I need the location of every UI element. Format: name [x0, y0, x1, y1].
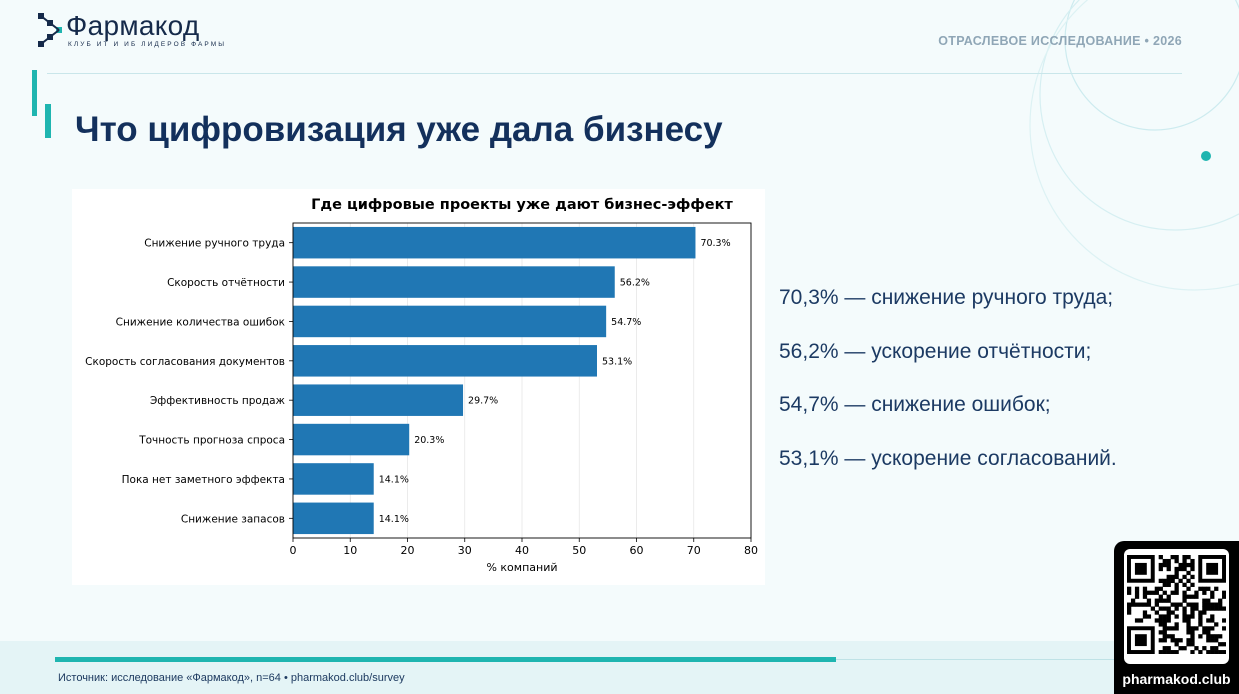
data-label: 20.3% [414, 435, 444, 446]
y-tick-label: Снижение запасов [181, 513, 285, 525]
data-label: 54.7% [611, 317, 641, 328]
x-tick-label: 80 [744, 544, 758, 557]
highlights-list: 70,3% — снижение ручного труда; 56,2% — … [779, 286, 1179, 500]
y-tick-label: Скорость отчётности [167, 277, 285, 289]
y-tick-label: Скорость согласования документов [85, 356, 285, 368]
brand-tagline: КЛУБ ИТ И ИБ ЛИДЕРОВ ФАРМЫ [68, 41, 227, 48]
bar [293, 266, 615, 298]
qr-code-icon [1127, 555, 1226, 654]
header-label: ОТРАСЛЕВОЕ ИССЛЕДОВАНИЕ • 2026 [938, 34, 1182, 48]
bar [293, 502, 374, 535]
brand-name: Фармакод [66, 10, 200, 41]
title-accent-bar [32, 70, 37, 116]
logo-mark-icon [38, 13, 62, 47]
highlight-item: 70,3% — снижение ручного труда; [779, 286, 1114, 309]
data-label: 14.1% [379, 474, 409, 485]
source-note: Источник: исследование «Фармакод», n=64 … [58, 672, 405, 684]
bar-chart: Где цифровые проекты уже дают бизнес-эфф… [85, 197, 758, 574]
accent-dot [1201, 151, 1211, 161]
x-tick-label: 50 [572, 544, 586, 557]
page-title: Что цифровизация уже дала бизнесу [75, 110, 723, 149]
highlight-item: 56,2% — ускорение отчётности; [779, 339, 1092, 363]
data-label: 56.2% [620, 278, 650, 289]
y-tick-label: Пока нет заметного эффекта [122, 474, 285, 486]
bar [293, 305, 607, 338]
header-divider [47, 73, 1182, 74]
footer-accent-bar [55, 657, 836, 662]
data-label: 70.3% [700, 238, 730, 249]
x-tick-label: 20 [401, 544, 415, 557]
data-label: 29.7% [468, 396, 498, 407]
y-tick-label: Снижение ручного труда [144, 238, 285, 250]
data-label: 14.1% [379, 514, 409, 525]
y-tick-label: Снижение количества ошибок [116, 316, 285, 328]
bar [293, 384, 464, 416]
x-axis-label: % компаний [486, 561, 557, 574]
x-tick-label: 60 [630, 544, 644, 557]
footer-band [0, 641, 1239, 694]
x-tick-label: 40 [515, 544, 529, 557]
chart-card: Где цифровые проекты уже дают бизнес-эфф… [72, 189, 765, 585]
bar [293, 226, 696, 259]
bar [293, 345, 597, 377]
qr-label: pharmakod.club [1122, 671, 1231, 687]
highlight-item: 53,1% — ускорение согласований. [779, 446, 1117, 470]
x-tick-label: 0 [290, 544, 297, 557]
bar [293, 463, 374, 495]
x-tick-label: 30 [458, 544, 472, 557]
bar [293, 423, 410, 456]
plot-frame [292, 222, 752, 539]
qr-code-frame [1124, 549, 1229, 664]
x-tick-label: 10 [343, 544, 357, 557]
footer-divider [836, 659, 1116, 660]
qr-card[interactable]: pharmakod.club [1114, 541, 1239, 694]
chart-title: Где цифровые проекты уже дают бизнес-эфф… [311, 197, 733, 213]
title-accent-bar-secondary [45, 104, 51, 138]
highlight-item: 54,7% — снижение ошибок; [779, 393, 1051, 416]
x-tick-label: 70 [687, 544, 701, 557]
y-tick-label: Эффективность продаж [150, 395, 286, 407]
data-label: 53.1% [602, 356, 632, 367]
brand-logo: Фармакод КЛУБ ИТ И ИБ ЛИДЕРОВ ФАРМЫ [36, 8, 236, 52]
y-tick-label: Точность прогноза спроса [138, 435, 285, 447]
